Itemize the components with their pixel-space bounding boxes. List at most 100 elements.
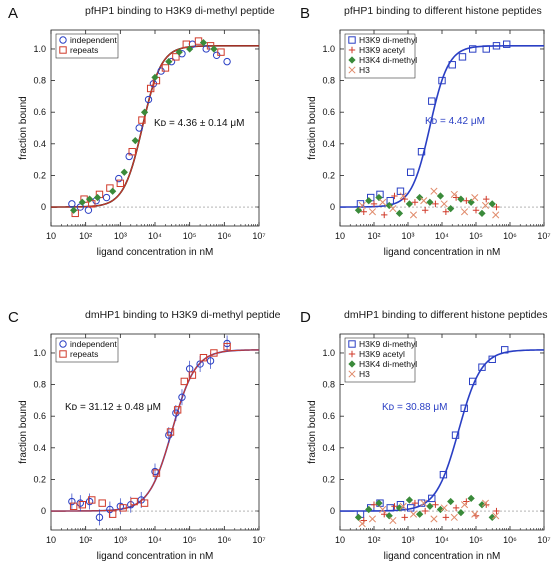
legend-label: repeats <box>70 349 98 359</box>
x-axis-label: ligand concentration in nM <box>97 551 214 562</box>
marker-diamond <box>447 204 455 213</box>
marker-square <box>138 116 146 124</box>
marker-plus <box>370 200 378 208</box>
marker-diamond <box>78 198 86 206</box>
panel-letter: A <box>8 5 18 22</box>
marker-square <box>108 510 117 518</box>
legend-label: H3K4 di-methyl <box>359 55 417 65</box>
marker-diamond <box>165 57 173 66</box>
marker-square <box>152 469 161 477</box>
series-h3 <box>358 187 500 219</box>
marker-square <box>217 48 225 56</box>
marker-circle <box>223 57 231 66</box>
marker-diamond <box>457 195 465 203</box>
marker-plus <box>452 504 460 512</box>
panel-letter: C <box>8 309 19 326</box>
marker-diamond <box>109 187 117 195</box>
marker-x <box>420 499 428 507</box>
y-tick-label: 0.4 <box>322 139 335 149</box>
x-tick-label: 10³ <box>114 231 127 241</box>
chart-title: dmHP1 binding to H3K9 di-methyl peptide <box>85 309 281 321</box>
marker-diamond <box>70 206 78 214</box>
marker-x <box>368 208 376 216</box>
marker-circle <box>102 193 111 202</box>
marker-diamond <box>478 501 486 509</box>
marker-x <box>358 201 366 210</box>
marker-circle <box>178 393 186 401</box>
marker-circle <box>84 206 93 214</box>
x-tick-label: 10⁶ <box>503 535 517 545</box>
legend-box <box>344 33 416 79</box>
marker-x <box>460 208 469 216</box>
legend-label: H3K9 di-methyl <box>359 35 417 45</box>
y-tick-label: 0 <box>330 202 335 212</box>
x-axis-label: ligand concentration in nM <box>97 247 214 258</box>
series-repeats <box>69 342 231 518</box>
x-tick-label: 10⁷ <box>537 535 550 545</box>
marker-plus <box>493 507 500 515</box>
y-axis-label: fraction bound <box>307 400 318 463</box>
x-tick-label: 10⁵ <box>183 535 197 545</box>
marker-x <box>471 510 479 518</box>
marker-diamond <box>416 193 424 202</box>
marker-x <box>389 205 397 213</box>
y-tick-label: 0 <box>330 506 335 516</box>
marker-diamond <box>488 513 496 521</box>
y-tick-label: 0.8 <box>33 76 46 86</box>
marker-square <box>469 377 477 386</box>
marker-plus <box>463 197 470 204</box>
x-tick-label: 10 <box>335 535 345 545</box>
marker-diamond <box>348 360 356 368</box>
x-tick-label: 10⁴ <box>148 535 162 545</box>
marker-square <box>188 371 197 379</box>
marker-square <box>428 494 436 503</box>
marker-plus <box>360 208 367 215</box>
marker-diamond <box>457 508 465 517</box>
marker-square <box>88 496 96 504</box>
x-tick-label: 10⁶ <box>217 535 231 545</box>
y-tick-label: 1.0 <box>322 348 335 358</box>
legend-label: H3K4 di-methyl <box>359 359 417 369</box>
marker-plus <box>411 199 419 206</box>
y-axis-label: fraction bound <box>18 400 29 463</box>
x-tick-label: 10⁶ <box>217 231 231 241</box>
marker-square <box>460 404 468 412</box>
y-tick-label: 0.6 <box>322 107 335 117</box>
chart-title: pfHP1 binding to H3K9 di-methyl peptide <box>85 5 275 17</box>
marker-square <box>348 340 356 348</box>
marker-square <box>182 40 191 48</box>
marker-x <box>440 200 448 208</box>
marker-square <box>59 46 67 54</box>
x-tick-label: 10⁷ <box>537 231 550 241</box>
y-tick-label: 0.2 <box>322 170 335 180</box>
y-axis-label: fraction bound <box>307 96 318 159</box>
marker-x <box>450 513 458 521</box>
marker-diamond <box>354 513 363 521</box>
marker-circle <box>85 497 94 506</box>
x-tick-label: 10 <box>46 231 56 241</box>
marker-square <box>78 501 87 509</box>
x-axis-label: ligand concentration in nM <box>384 247 501 258</box>
marker-diamond <box>436 192 445 200</box>
marker-square <box>161 64 170 72</box>
x-tick-label: 10 <box>46 535 56 545</box>
marker-diamond <box>93 193 102 202</box>
x-tick-label: 10² <box>79 535 92 545</box>
marker-plus <box>472 206 480 214</box>
series-unnamed <box>70 39 218 214</box>
panel-letter: B <box>300 5 310 22</box>
x-tick-label: 10² <box>367 231 380 241</box>
marker-square <box>438 76 446 85</box>
marker-diamond <box>467 494 475 503</box>
y-tick-label: 0.4 <box>33 139 46 149</box>
marker-diamond <box>140 108 149 116</box>
x-tick-label: 10⁵ <box>469 231 483 241</box>
y-tick-label: 0.6 <box>33 411 46 421</box>
marker-plus <box>348 46 356 54</box>
legend-label: H3 <box>359 369 370 379</box>
marker-square <box>482 45 490 53</box>
marker-diamond <box>365 505 373 514</box>
marker-x <box>379 505 387 514</box>
